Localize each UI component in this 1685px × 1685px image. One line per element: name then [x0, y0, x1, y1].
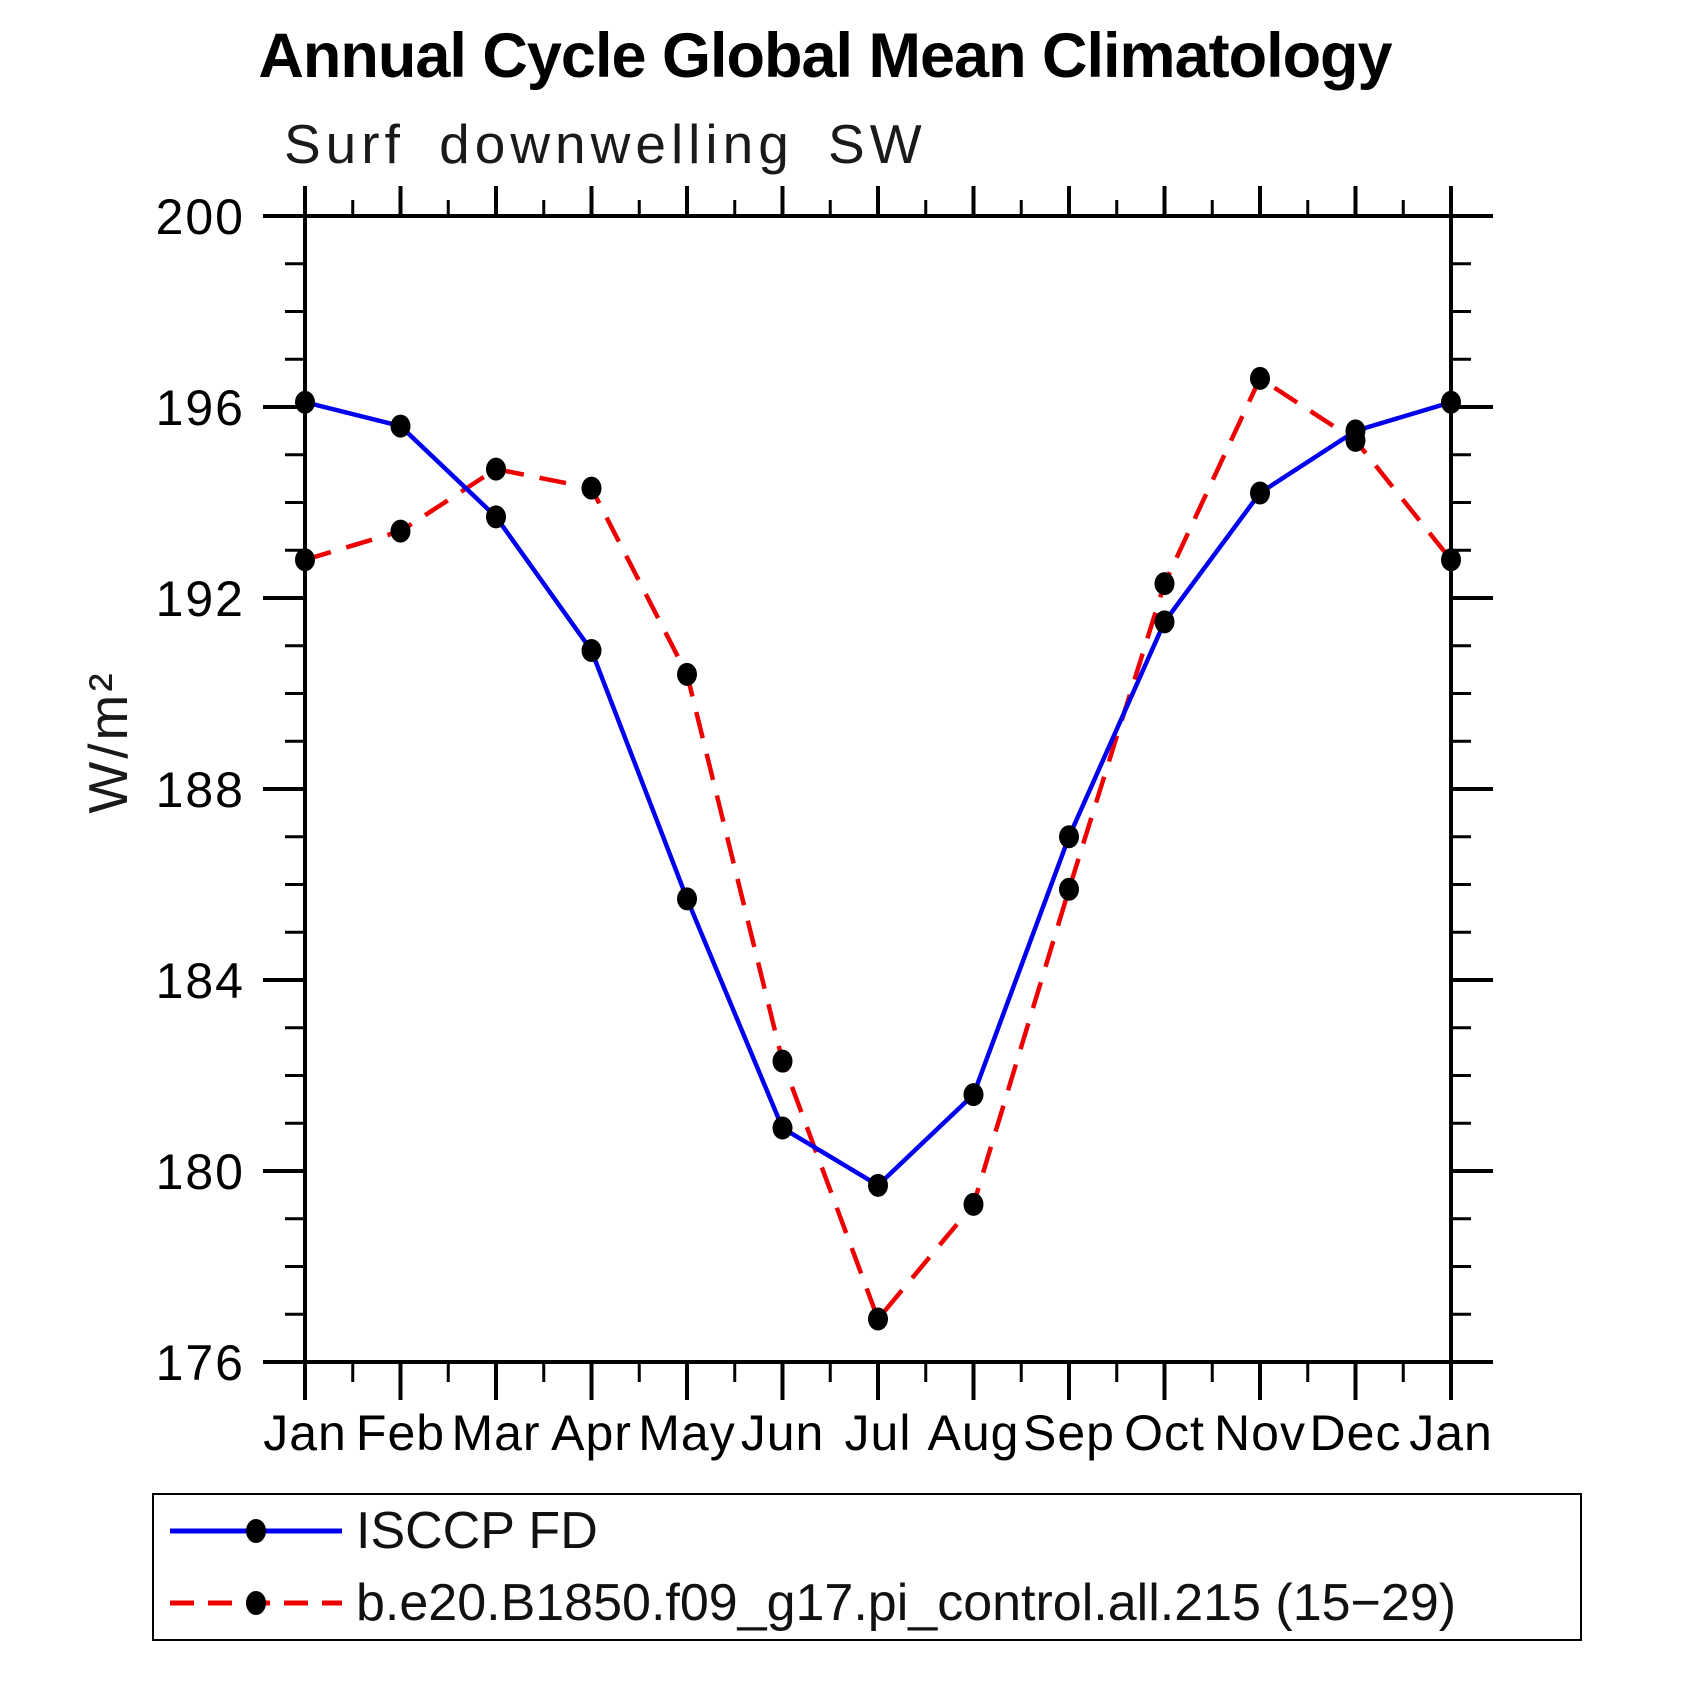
data-point-marker [581, 639, 602, 663]
y-tick-label: 196 [156, 380, 245, 436]
series-markers-1 [295, 366, 1461, 1331]
y-tick-label: 188 [156, 762, 245, 818]
series-markers-0 [295, 390, 1461, 1197]
data-point-marker [295, 390, 315, 414]
x-tick-label: Mar [451, 1405, 540, 1461]
y-tick-label: 192 [156, 571, 245, 627]
data-point-marker [677, 662, 697, 686]
data-point-marker [772, 1116, 793, 1140]
legend-sample-line-solid [170, 1519, 342, 1544]
y-tick-label: 180 [156, 1144, 245, 1200]
data-point-marker [772, 1049, 793, 1073]
legend-entry-isccp-fd: ISCCP FD [154, 1496, 1580, 1566]
x-tick-label: Nov [1214, 1405, 1306, 1461]
data-point-marker [677, 887, 697, 911]
x-tick-label: Jan [1409, 1405, 1493, 1461]
data-point-marker [581, 476, 602, 500]
data-point-marker [295, 548, 315, 572]
x-tick-label: Aug [928, 1405, 1020, 1461]
x-tick-label: Jan [263, 1405, 347, 1461]
data-point-marker [1154, 572, 1175, 596]
data-point-marker [1154, 610, 1175, 634]
data-point-marker [963, 1192, 984, 1216]
data-point-marker [1250, 481, 1270, 505]
legend-label-model: b.e20.B1850.f09_g17.pi_control.all.215 (… [356, 1573, 1457, 1632]
x-axis-ticks: Jan Feb Mar Apr May Jun Jul Aug Sep Oct Nov Dec Jan [263, 186, 1493, 1461]
data-point-marker [390, 414, 411, 438]
x-tick-label: Dec [1310, 1405, 1402, 1461]
data-point-marker [1059, 825, 1079, 849]
x-tick-label: Jul [845, 1405, 912, 1461]
data-point-marker [390, 519, 411, 543]
legend-sample-line-dashed [170, 1590, 342, 1615]
y-tick-label: 184 [156, 953, 245, 1009]
y-tick-label: 176 [156, 1335, 245, 1391]
series-line-0 [304, 400, 1452, 1189]
x-tick-label: Apr [551, 1405, 632, 1461]
data-point-marker [1441, 548, 1461, 572]
data-point-marker [1345, 428, 1366, 452]
x-tick-label: Sep [1023, 1405, 1115, 1461]
y-axis-ticks: 176 180 184 188 192 196 200 [156, 189, 1493, 1391]
data-point-marker [963, 1083, 984, 1107]
x-tick-label: Jun [741, 1405, 825, 1461]
legend-box: ISCCP FD b.e20.B1850.f09_g17.pi_control.… [152, 1493, 1582, 1641]
data-point-marker [486, 505, 506, 529]
legend-label-isccp-fd: ISCCP FD [356, 1502, 598, 1561]
chart-title: Annual Cycle Global Mean Climatology [258, 21, 1392, 91]
data-point-marker [1250, 366, 1270, 390]
x-tick-label: May [638, 1405, 735, 1461]
data-point-marker [868, 1173, 888, 1197]
x-tick-label: Feb [356, 1405, 445, 1461]
data-point-marker [1059, 877, 1079, 901]
data-point-marker [868, 1307, 888, 1331]
data-point-marker [486, 457, 506, 481]
legend-entry-model: b.e20.B1850.f09_g17.pi_control.all.215 (… [154, 1568, 1580, 1638]
chart-subtitle: Surf downwelling SW [284, 113, 927, 175]
x-tick-label: Oct [1124, 1405, 1205, 1461]
y-tick-label: 200 [156, 189, 245, 245]
data-point-marker [1441, 390, 1461, 414]
